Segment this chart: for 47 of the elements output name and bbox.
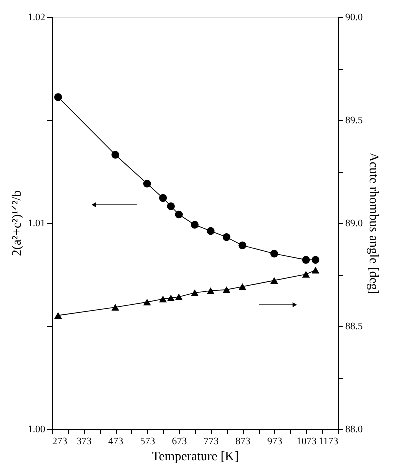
- y2-tick-label: 89.0: [346, 218, 363, 230]
- point: [302, 271, 310, 278]
- y-axis-title: 2(a²+c²)¹ᐟ²/b: [9, 190, 24, 256]
- y2-tick-label: 89.5: [346, 116, 363, 126]
- point: [54, 312, 62, 320]
- point: [143, 298, 152, 306]
- y2-axis-title: Acute rhombus angle [deg]: [367, 152, 382, 294]
- point: [112, 151, 120, 159]
- point: [222, 234, 231, 242]
- y2-tick-label: 88.0: [346, 424, 363, 436]
- x-tick-label: 873: [236, 436, 251, 448]
- x-tick-label: 973: [267, 436, 282, 448]
- x-axis-title: Temperature [K]: [152, 448, 239, 464]
- point: [207, 227, 215, 236]
- point: [159, 296, 168, 303]
- point: [222, 286, 231, 294]
- x-tick-label: 1173: [318, 436, 338, 448]
- point: [143, 180, 152, 188]
- point: [238, 284, 247, 290]
- x-tick-label: 373: [76, 436, 92, 448]
- point: [238, 242, 247, 250]
- x-tick-label: 573: [140, 436, 156, 448]
- point: [112, 304, 120, 311]
- point: [312, 267, 320, 274]
- x-tick-label: 773: [204, 436, 219, 448]
- y-tick-label: 1.00: [28, 424, 46, 436]
- x-tick-label: 1073: [296, 436, 317, 448]
- x-tick-label: 473: [108, 436, 124, 448]
- x-tick-label: 673: [172, 436, 188, 448]
- point: [270, 277, 278, 284]
- x-tick-label: 273: [52, 436, 68, 448]
- point: [159, 194, 168, 202]
- point: [167, 294, 176, 302]
- y-tick-label: 1.02: [28, 12, 46, 24]
- point: [175, 294, 183, 301]
- point: [167, 202, 176, 210]
- point: [54, 93, 62, 102]
- y-tick-label: 1.01: [28, 218, 46, 230]
- y2-tick-label: 90.0: [346, 12, 363, 24]
- point: [175, 210, 183, 219]
- point: [312, 256, 320, 264]
- point: [302, 256, 310, 264]
- point: [270, 250, 278, 258]
- point: [207, 288, 215, 294]
- y2-tick-label: 88.5: [346, 322, 363, 332]
- point: [191, 221, 199, 229]
- point: [191, 290, 199, 296]
